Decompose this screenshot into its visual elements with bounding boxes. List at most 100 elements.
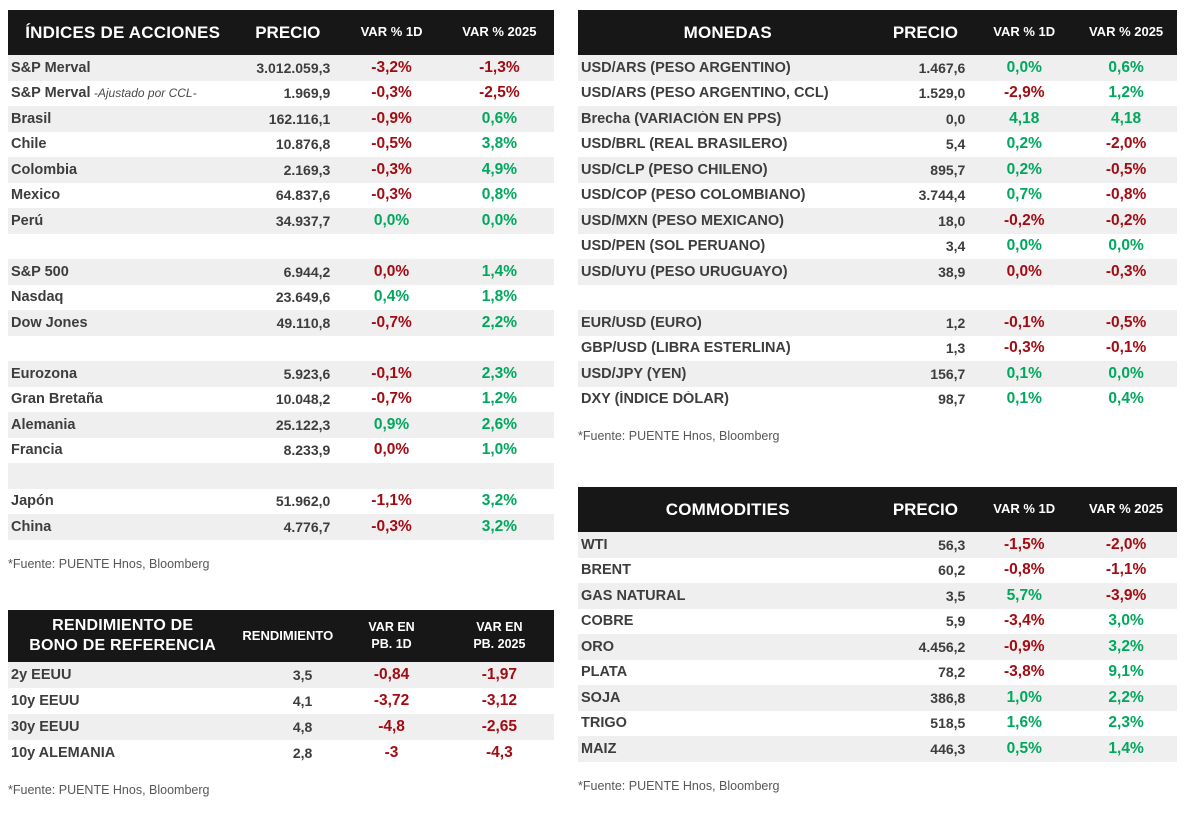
row-price: 2.169,3 <box>283 161 331 178</box>
row-var-1d: 0,2% <box>1006 160 1042 178</box>
row-var-2025: 0,0% <box>1108 364 1144 382</box>
row-var-2025: 3,2% <box>1108 637 1144 655</box>
spacer-row <box>8 335 554 361</box>
table-row: Mexico 64.837,6 -0,3% 0,8% <box>8 182 554 208</box>
row-var-1d: -3,4% <box>1003 612 1045 630</box>
source-note: *Fuente: PUENTE Hnos, Bloomberg <box>8 556 210 571</box>
table-row: China 4.776,7 -0,3% 3,2% <box>8 514 554 540</box>
table-title: RENDIMIENTO DE BONO DE REFERENCIA <box>29 616 217 654</box>
row-price: 56,3 <box>938 536 966 553</box>
table-row: WTI 56,3 -1,5% -2,0% <box>578 532 1177 558</box>
row-price: 25.122,3 <box>275 416 331 433</box>
spacer-row <box>578 284 1177 310</box>
row-label: Perú <box>11 212 44 229</box>
row-label: Brecha (VARIACIÓN EN PPS) <box>581 110 782 127</box>
row-price: 446,3 <box>930 740 966 757</box>
table-row: Colombia 2.169,3 -0,3% 4,9% <box>8 157 554 183</box>
row-var-2025: 2,2% <box>481 313 518 331</box>
row-price: 1.969,9 <box>283 85 331 102</box>
row-var-1d: 0,2% <box>1006 135 1042 153</box>
row-label: Colombia <box>11 161 78 178</box>
commodities-table: COMMODITIES PRECIO VAR % 1D VAR % 2025 W… <box>578 487 1177 762</box>
row-price: 5,4 <box>945 136 966 153</box>
table-row: USD/PEN (SOL PERUANO) 3,4 0,0% 0,0% <box>578 233 1177 259</box>
table-row: S&P Merval 3.012.059,3 -3,2% -1,3% <box>8 55 554 81</box>
table-row: ORO 4.456,2 -0,9% 3,2% <box>578 634 1177 660</box>
row-price: 518,5 <box>930 715 966 732</box>
row-label: COBRE <box>581 613 634 630</box>
column-header-var-1d: VAR % 1D <box>993 501 1056 517</box>
column-header-var-2025: VAR % 2025 <box>1088 501 1164 517</box>
row-price: 18,0 <box>938 212 966 229</box>
table-row: Perú 34.937,7 0,0% 0,0% <box>8 208 554 234</box>
row-var-2025: 3,0% <box>1108 612 1144 630</box>
row-label: 2y EEUU <box>11 666 72 683</box>
row-label: 10y EEUU <box>11 692 80 709</box>
row-var-1d: -0,1% <box>371 364 412 382</box>
row-price: 49.110,8 <box>276 314 331 331</box>
table-row: Japón 51.962,0 -1,1% 3,2% <box>8 488 554 514</box>
row-var-2025: 3,2% <box>481 517 518 535</box>
row-var-2025: 1,0% <box>481 441 518 459</box>
table-row: Gran Bretaña 10.048,2 -0,7% 1,2% <box>8 386 554 412</box>
row-var-1d: 4,18 <box>1009 109 1040 127</box>
column-header-price: PRECIO <box>892 22 958 42</box>
row-label: 30y EEUU <box>11 718 80 735</box>
row-label: Nasdaq <box>11 289 64 306</box>
table-row: USD/ARS (PESO ARGENTINO) 1.467,6 0,0% 0,6% <box>578 55 1177 81</box>
row-label: TRIGO <box>581 715 627 732</box>
row-var-2025: 2,3% <box>481 364 518 382</box>
table-row: USD/JPY (YEN) 156,7 0,1% 0,0% <box>578 361 1177 387</box>
table-row: USD/CLP (PESO CHILENO) 895,7 0,2% -0,5% <box>578 157 1177 183</box>
commodities-table-header: COMMODITIES PRECIO VAR % 1D VAR % 2025 <box>578 487 1177 532</box>
column-header-var-1d: VAR % 1D <box>360 24 423 40</box>
row-price: 60,2 <box>938 562 966 579</box>
row-var-1d: 0,0% <box>1006 262 1042 280</box>
row-label: S&P 500 <box>11 263 69 280</box>
row-price: 38,9 <box>938 263 966 280</box>
row-label: SOJA <box>581 689 621 706</box>
row-var-2025: -1,1% <box>1105 561 1147 579</box>
row-var-2025: 3,2% <box>481 492 518 510</box>
row-var-1d: -3 <box>384 743 399 761</box>
row-price: 1,2 <box>945 314 966 331</box>
row-label: USD/UYU (PESO URUGUAYO) <box>581 263 788 280</box>
right-column: MONEDAS PRECIO VAR % 1D VAR % 2025 USD/A… <box>578 10 1177 794</box>
row-label: USD/ARS (PESO ARGENTINO) <box>581 59 791 76</box>
table-row: 10y ALEMANIA 2,8 -3 -4,3 <box>8 739 554 766</box>
row-price: 1.529,0 <box>918 85 966 102</box>
row-price: 3,5 <box>292 666 313 683</box>
row-price: 78,2 <box>938 664 966 681</box>
table-row: GBP/USD (LIBRA ESTERLINA) 1,3 -0,3% -0,1% <box>578 335 1177 361</box>
row-var-2025: -2,0% <box>1105 535 1147 553</box>
row-price: 10.876,8 <box>275 136 331 153</box>
row-var-1d: -1,1% <box>371 492 412 510</box>
row-var-1d: 1,6% <box>1006 714 1042 732</box>
row-price: 3.744,4 <box>918 187 966 204</box>
row-label: MAIZ <box>581 740 617 757</box>
column-header-price: PRECIO <box>255 22 321 42</box>
column-header-var-1d: VAR % 1D <box>993 24 1056 40</box>
row-price: 64.837,6 <box>275 187 331 204</box>
row-var-1d: -0,84 <box>373 665 410 683</box>
column-header-yield: RENDIMIENTO <box>242 628 334 643</box>
row-label: DXY (ÍNDICE DÓLAR) <box>581 391 729 408</box>
row-label: Brasil <box>11 110 52 127</box>
row-var-1d: 0,0% <box>1006 237 1042 255</box>
stock-indices-table-header: ÍNDICES DE ACCIONES PRECIO VAR % 1D VAR … <box>8 10 554 55</box>
stock-indices-table: ÍNDICES DE ACCIONES PRECIO VAR % 1D VAR … <box>8 10 554 540</box>
row-var-2025: 1,2% <box>481 390 518 408</box>
currencies-table-header: MONEDAS PRECIO VAR % 1D VAR % 2025 <box>578 10 1177 55</box>
row-label: WTI <box>581 536 608 553</box>
row-var-1d: -0,5% <box>371 135 412 153</box>
column-header-price: PRECIO <box>892 499 958 519</box>
row-price: 2,8 <box>292 744 313 761</box>
row-price: 98,7 <box>938 391 966 408</box>
commodities-table-body: WTI 56,3 -1,5% -2,0% BRENT 60,2 -0,8% -1,1% GAS … <box>578 532 1177 762</box>
row-price: 4.456,2 <box>918 638 966 655</box>
row-var-2025: 4,9% <box>481 160 518 178</box>
row-var-1d: -1,5% <box>1003 535 1045 553</box>
table-row: USD/UYU (PESO URUGUAYO) 38,9 0,0% -0,3% <box>578 259 1177 285</box>
table-row: Dow Jones 49.110,8 -0,7% 2,2% <box>8 310 554 336</box>
row-var-1d: -2,9% <box>1003 84 1045 102</box>
